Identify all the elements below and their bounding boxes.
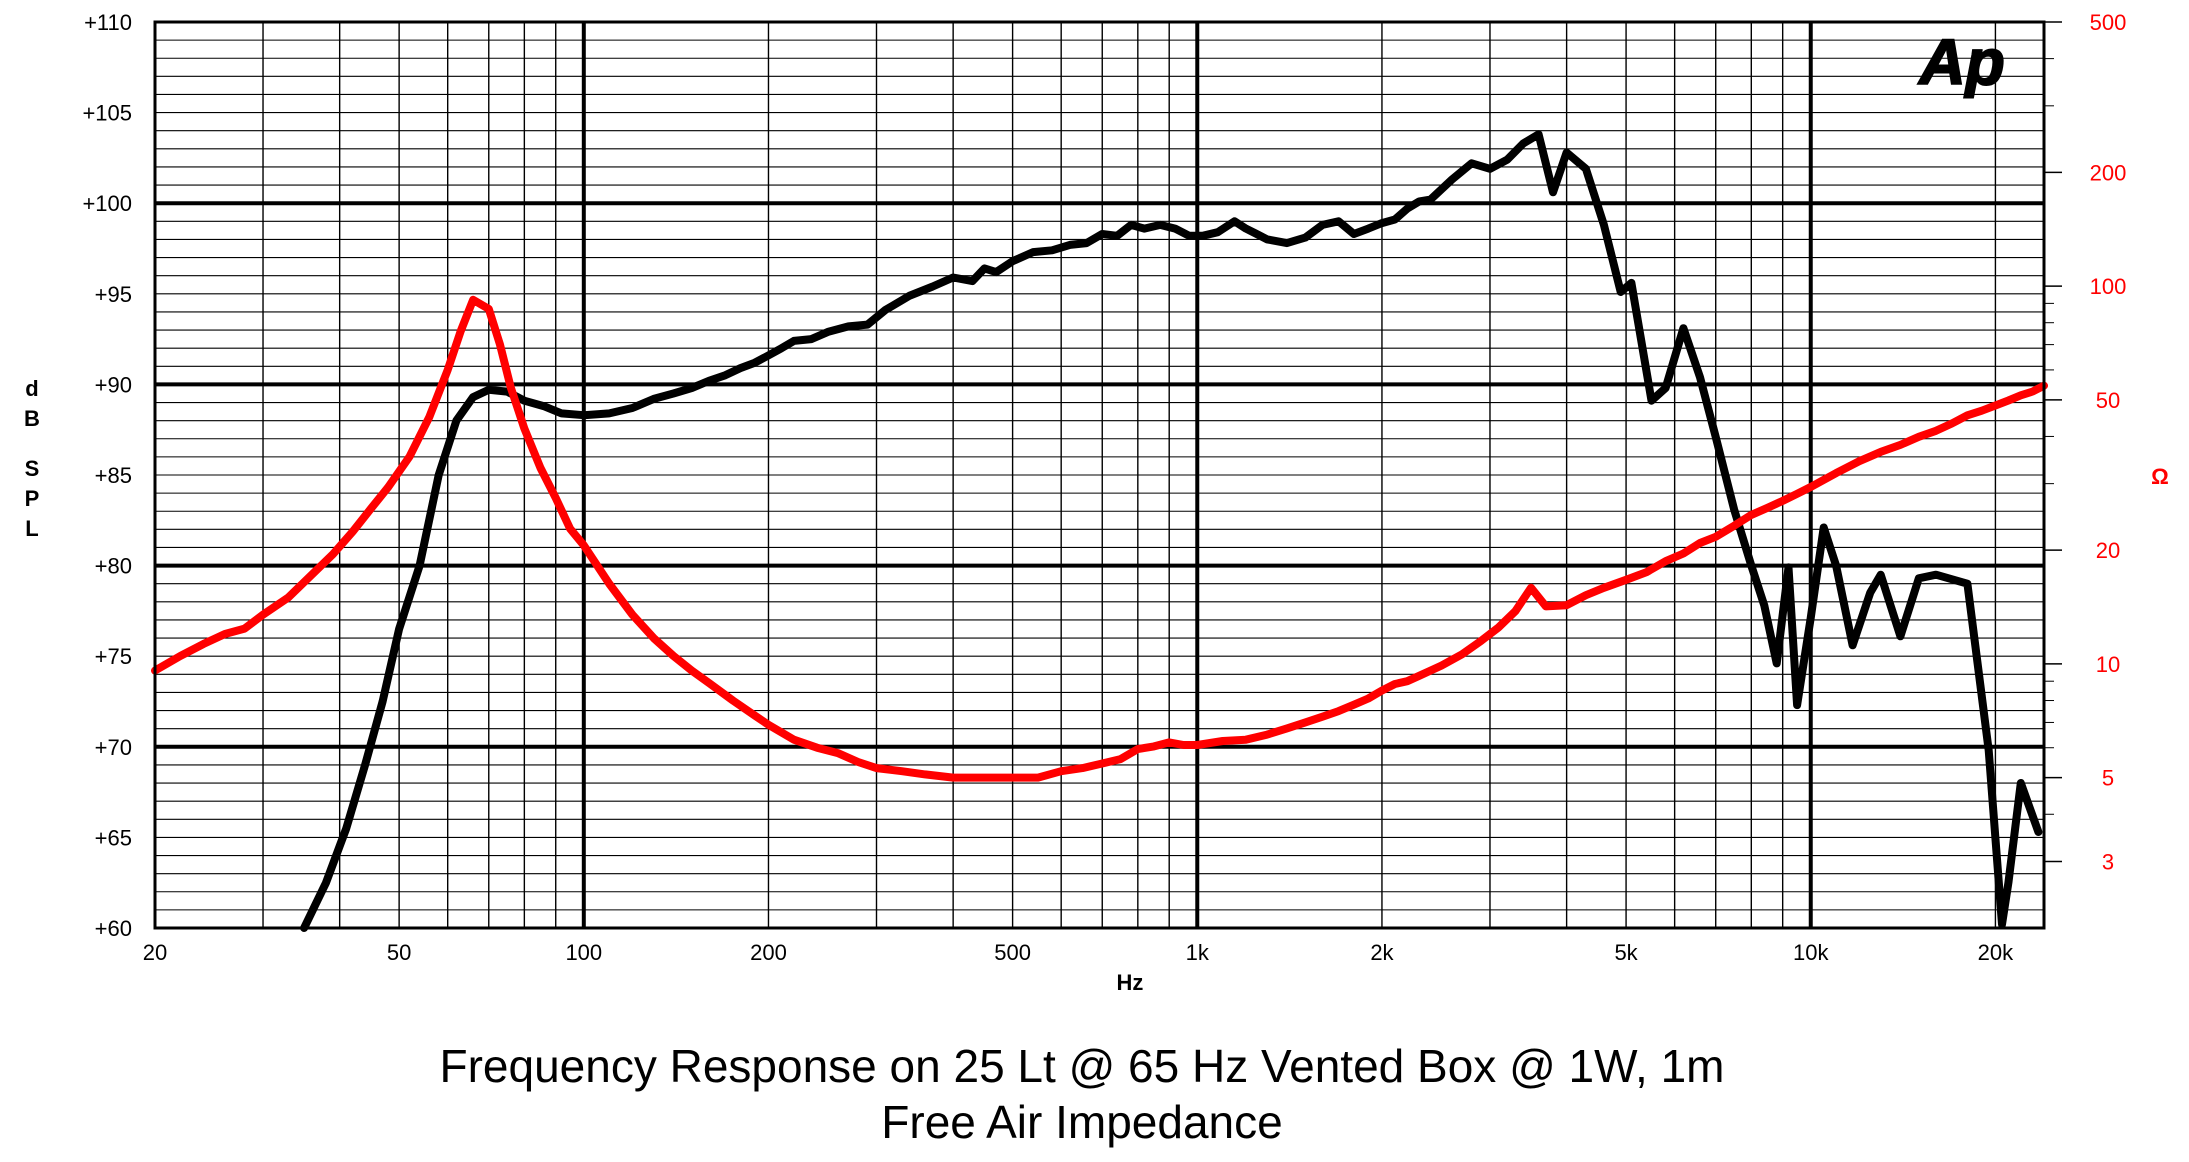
y-left-tick-label: +70 — [95, 735, 132, 760]
y-axis-label-letter: P — [25, 486, 40, 511]
chart-subtitle: Free Air Impedance — [881, 1096, 1282, 1148]
y-right-tick-label: 100 — [2090, 274, 2127, 299]
y-left-tick-label: +80 — [95, 554, 132, 579]
x-tick-label: 500 — [994, 940, 1031, 965]
x-tick-label: 50 — [387, 940, 411, 965]
x-axis-label: Hz — [1117, 970, 1144, 995]
plot-frame — [153, 20, 2046, 930]
y-left-tick-label: +90 — [95, 372, 132, 397]
x-tick-label: 5k — [1614, 940, 1638, 965]
impedance-curve — [151, 295, 2048, 782]
tick-labels: 20 50 100 200 500 1k 2k 5k 10k 20k +60 +65 +70 +75 +80… — [82, 10, 2126, 965]
y-right-tick-label: 10 — [2096, 652, 2120, 677]
y-left-tick-label: +75 — [95, 644, 132, 669]
x-tick-label: 1k — [1186, 940, 1210, 965]
y-left-tick-label: +95 — [95, 282, 132, 307]
y-axis-label-letter: S — [25, 456, 40, 481]
chart-title: Frequency Response on 25 Lt @ 65 Hz Vent… — [440, 1040, 1725, 1092]
y-left-tick-label: +110 — [84, 10, 132, 35]
x-tick-label: 2k — [1370, 940, 1394, 965]
x-tick-label: 100 — [565, 940, 602, 965]
y-right-tick-label: 20 — [2096, 538, 2120, 563]
logo-mark: Ap — [1917, 26, 2004, 98]
x-tick-label: 20k — [1978, 940, 2014, 965]
y-left-tick-label: +105 — [82, 101, 132, 126]
y-right-tick-label: 5 — [2102, 766, 2114, 791]
spl-curve — [300, 130, 2043, 932]
y-axis-label-right: Ω — [2151, 464, 2169, 489]
y-left-tick-label: +65 — [95, 825, 132, 850]
series-lines — [151, 130, 2048, 932]
y-axis-label-letter: B — [24, 406, 40, 431]
x-tick-label: 200 — [750, 940, 787, 965]
y-left-tick-label: +100 — [82, 191, 132, 216]
y-right-tick-label: 50 — [2096, 388, 2120, 413]
y-right-tick-label: 500 — [2090, 10, 2127, 35]
y-left-tick-label: +60 — [95, 916, 132, 941]
y-axis-label-letter: d — [25, 376, 38, 401]
y-axis-label-letter: L — [25, 516, 38, 541]
x-tick-label: 20 — [143, 940, 167, 965]
y-right-tick-label: 200 — [2090, 160, 2127, 185]
x-tick-label: 10k — [1793, 940, 1829, 965]
y-left-tick-label: +85 — [95, 463, 132, 488]
y-right-tick-label: 3 — [2102, 849, 2114, 874]
